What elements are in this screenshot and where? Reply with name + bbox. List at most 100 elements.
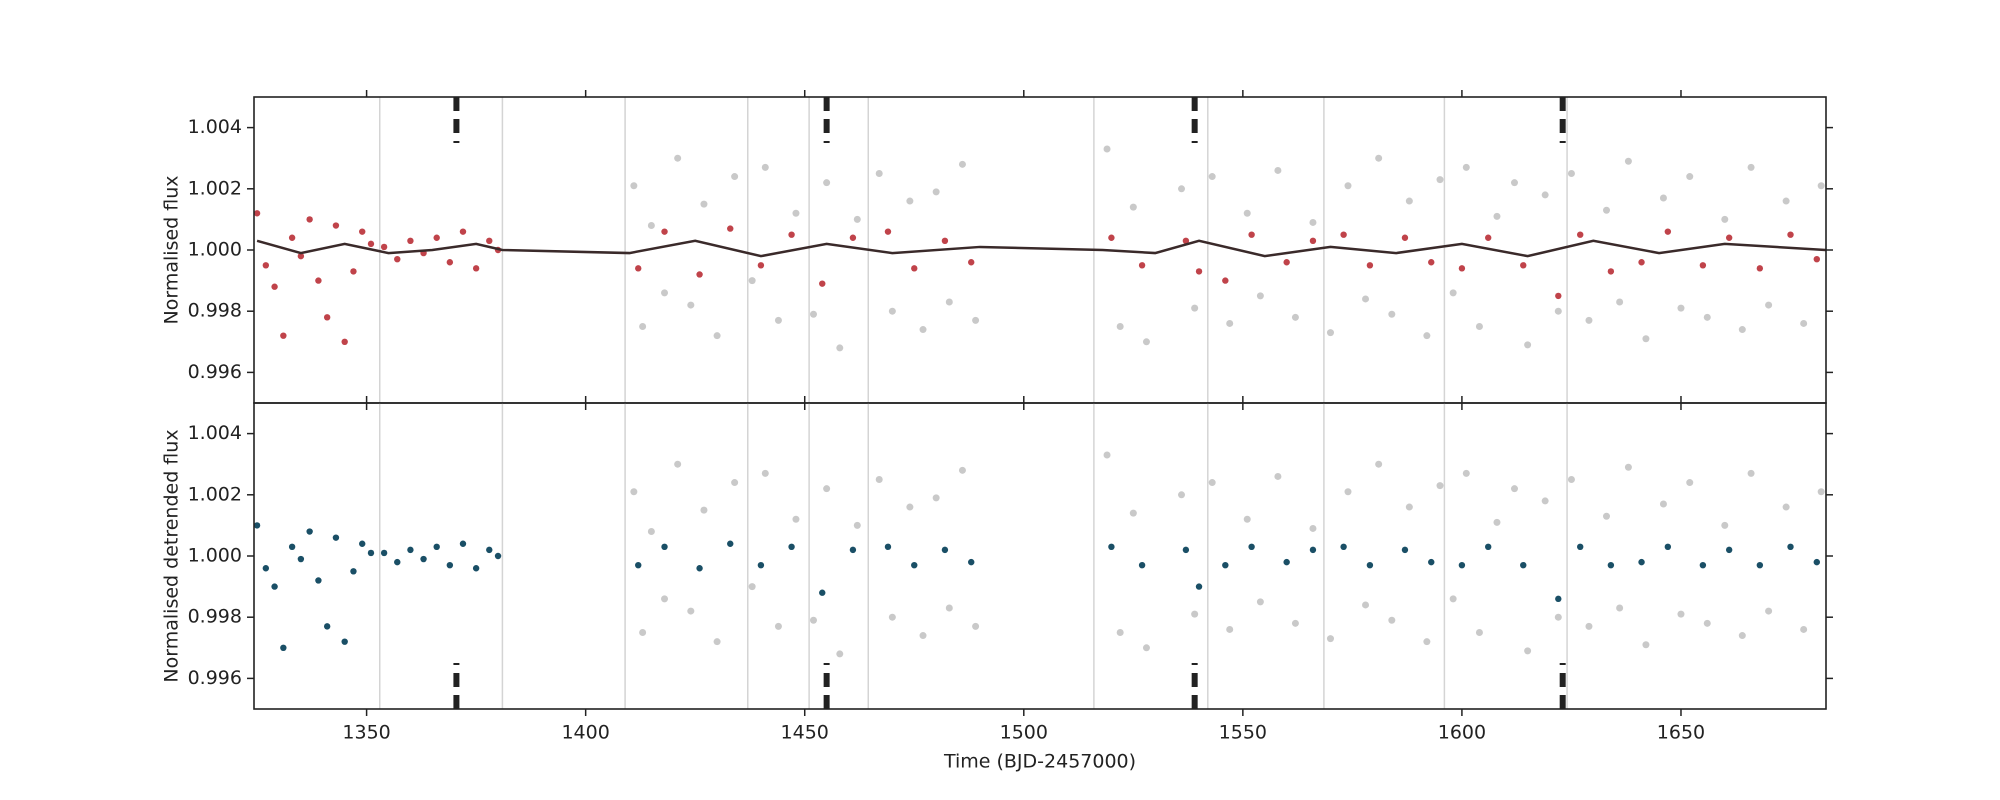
binned-point (1108, 234, 1115, 241)
binned-point (1813, 558, 1820, 566)
binned-point (1485, 234, 1492, 241)
binned-point (472, 265, 480, 272)
raw-point (1226, 319, 1234, 327)
raw-point (906, 197, 914, 205)
raw-point (853, 521, 861, 529)
raw-point (1642, 641, 1650, 649)
raw-point (1344, 488, 1352, 496)
raw-point (1721, 215, 1729, 223)
binned-point (341, 338, 348, 345)
raw-point (713, 332, 721, 340)
binned-point (332, 534, 340, 541)
raw-point (792, 209, 800, 217)
raw-point (836, 650, 844, 658)
binned-point (262, 262, 270, 269)
binned-point (253, 522, 261, 529)
binned-point (297, 555, 305, 563)
binned-point (1664, 228, 1672, 235)
x-tick-label: 1500 (1000, 722, 1048, 744)
raw-point (1142, 338, 1150, 346)
binned-point (394, 255, 401, 263)
binned-point (1607, 561, 1615, 569)
binned-point (1577, 543, 1584, 551)
raw-point (1243, 515, 1251, 523)
binned-point (1138, 561, 1146, 569)
raw-point (1475, 629, 1483, 636)
binned-point (1248, 231, 1255, 238)
raw-point (1493, 518, 1501, 526)
binned-point (1555, 595, 1562, 603)
raw-point (853, 215, 861, 223)
binned-point (661, 228, 668, 235)
raw-point (1800, 625, 1808, 633)
raw-point (1541, 497, 1549, 505)
binned-point (1248, 543, 1255, 551)
binned-point (1340, 543, 1347, 551)
raw-point (1602, 512, 1610, 520)
raw-point (1493, 212, 1501, 220)
binned-point (1108, 543, 1115, 551)
binned-point (1725, 234, 1733, 241)
binned-point (262, 565, 270, 572)
raw-point (919, 632, 927, 640)
binned-point (1756, 265, 1764, 272)
binned-point (1699, 561, 1707, 569)
raw-point (809, 616, 817, 624)
raw-point (1423, 332, 1431, 340)
raw-point (1462, 469, 1470, 477)
y-axis-label: Normalised detrended flux (161, 429, 183, 682)
raw-point (1524, 647, 1532, 655)
y-tick-label: 0.998 (188, 300, 242, 322)
binned-point (1195, 268, 1203, 275)
raw-point (1103, 451, 1111, 459)
raw-point (1686, 479, 1694, 487)
raw-point (674, 460, 682, 468)
raw-point (1309, 524, 1317, 532)
binned-point (359, 540, 366, 547)
binned-point (1309, 546, 1317, 554)
binned-point (1638, 259, 1645, 266)
binned-point (968, 259, 975, 266)
binned-point (884, 543, 892, 551)
binned-point (407, 237, 414, 245)
raw-point (1129, 203, 1137, 211)
raw-point (1344, 182, 1352, 190)
raw-point (1585, 622, 1593, 630)
raw-point (639, 323, 647, 330)
binned-point (350, 568, 357, 575)
binned-point (253, 210, 261, 217)
raw-point (972, 622, 980, 630)
binned-point (819, 280, 826, 287)
raw-point (1375, 154, 1383, 162)
raw-point (1436, 176, 1444, 184)
x-tick-label: 1450 (781, 722, 829, 744)
raw-point (1191, 610, 1199, 618)
binned-point (494, 552, 502, 560)
raw-point (1326, 329, 1334, 337)
x-tick-label: 1550 (1219, 722, 1267, 744)
raw-point (1129, 509, 1137, 517)
raw-point (1616, 298, 1624, 306)
raw-point (1326, 635, 1334, 643)
y-axis-label: Normalised flux (161, 176, 183, 325)
axes-frame (253, 96, 1827, 404)
raw-point (1116, 323, 1124, 330)
raw-point (1738, 632, 1746, 640)
raw-point (888, 307, 896, 315)
raw-point (1388, 616, 1396, 624)
binned-point (332, 222, 340, 229)
binned-point (297, 252, 305, 260)
raw-point (1721, 521, 1729, 529)
panel: 0.996 0.998 1.000 1.002 1.004 Normalised flux (161, 90, 1833, 410)
raw-point (792, 515, 800, 523)
binned-point (911, 265, 918, 272)
raw-point (1256, 292, 1264, 300)
binned-point (1340, 231, 1347, 238)
binned-point (446, 561, 454, 569)
raw-point (748, 277, 756, 285)
binned-point (661, 543, 668, 551)
binned-point (1366, 561, 1374, 569)
raw-point (1624, 157, 1632, 165)
raw-point (661, 595, 669, 603)
